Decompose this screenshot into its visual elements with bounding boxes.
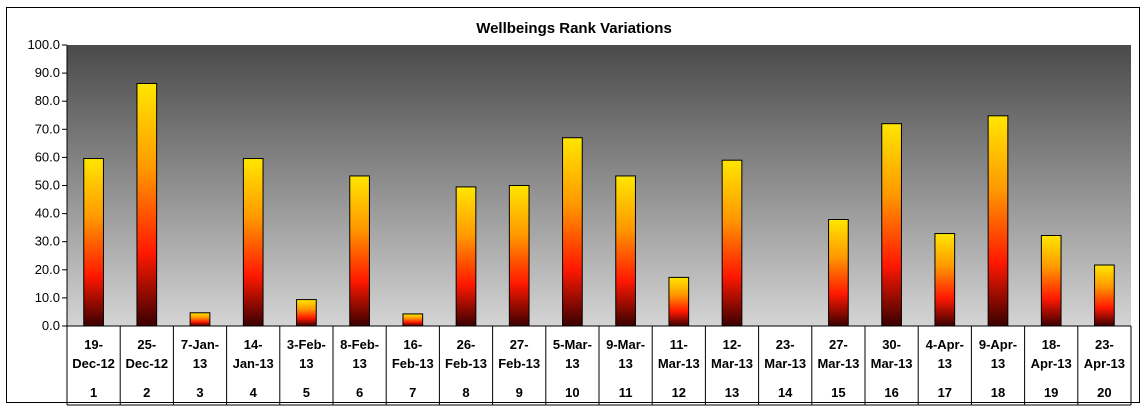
bar	[828, 219, 849, 327]
x-tick-label: Mar-13	[764, 356, 806, 371]
bar	[508, 185, 530, 327]
x-tick-label: 30-	[882, 337, 901, 352]
bar	[349, 175, 370, 327]
y-tick-label: 80.0	[35, 93, 60, 108]
x-index-label: 7	[409, 385, 416, 400]
x-tick-label: Jan-13	[233, 356, 274, 371]
x-index-label: 1	[90, 385, 97, 400]
y-tick-label: 0.0	[42, 318, 60, 333]
bar	[987, 115, 1009, 327]
bar	[296, 299, 317, 327]
x-tick-label: 23-	[776, 337, 795, 352]
x-tick-label: 5-Mar-	[553, 337, 592, 352]
bar	[881, 123, 902, 327]
x-index-label: 15	[831, 385, 845, 400]
x-index-label: 12	[672, 385, 686, 400]
bar	[1094, 264, 1115, 327]
y-tick-label: 20.0	[35, 262, 60, 277]
x-tick-label: 13	[991, 356, 1005, 371]
x-tick-label: Mar-13	[658, 356, 700, 371]
x-index-label: 8	[462, 385, 469, 400]
plot-area	[67, 45, 1131, 326]
x-tick-label: 19-	[84, 337, 103, 352]
x-index-label: 6	[356, 385, 363, 400]
y-tick-label: 60.0	[35, 149, 60, 164]
bar	[189, 312, 211, 327]
x-tick-label: 4-Apr-	[926, 337, 964, 352]
bar	[83, 158, 104, 327]
x-index-label: 14	[778, 385, 793, 400]
x-tick-label: Apr-13	[1031, 356, 1072, 371]
x-tick-label: Feb-13	[445, 356, 487, 371]
x-tick-label: 13	[938, 356, 952, 371]
x-index-label: 16	[884, 385, 898, 400]
x-tick-label: 13	[565, 356, 579, 371]
x-tick-label: Feb-13	[392, 356, 434, 371]
x-tick-label: 14-	[244, 337, 263, 352]
x-index-label: 9	[516, 385, 523, 400]
bar	[455, 186, 477, 327]
y-tick-label: 90.0	[35, 65, 60, 80]
y-tick-label: 100.0	[27, 37, 60, 52]
x-index-label: 5	[303, 385, 310, 400]
x-index-label: 11	[619, 385, 633, 400]
x-tick-label: 26-	[457, 337, 476, 352]
bar	[562, 137, 583, 327]
x-tick-label: Mar-13	[817, 356, 859, 371]
bar	[242, 158, 264, 327]
x-tick-label: 18-	[1042, 337, 1061, 352]
x-tick-label: 13	[299, 356, 313, 371]
x-index-label: 4	[250, 385, 258, 400]
y-tick-label: 30.0	[35, 234, 60, 249]
bar	[721, 159, 743, 327]
bar	[615, 175, 636, 327]
x-index-label: 18	[991, 385, 1005, 400]
y-tick-label: 40.0	[35, 206, 60, 221]
y-tick-label: 70.0	[35, 121, 60, 136]
x-tick-label: Dec-12	[125, 356, 168, 371]
bar	[934, 233, 956, 327]
x-tick-label: 3-Feb-	[287, 337, 326, 352]
x-index-label: 19	[1044, 385, 1058, 400]
x-tick-label: 9-Apr-	[979, 337, 1017, 352]
x-tick-label: Mar-13	[711, 356, 753, 371]
x-tick-label: Dec-12	[72, 356, 115, 371]
x-index-label: 13	[725, 385, 739, 400]
x-tick-label: 9-Mar-	[606, 337, 645, 352]
x-tick-label: Mar-13	[871, 356, 913, 371]
x-tick-label: 11-	[670, 337, 688, 352]
x-tick-label: 25-	[137, 337, 156, 352]
x-index-label: 20	[1097, 385, 1111, 400]
x-tick-label: 23-	[1095, 337, 1114, 352]
bar	[136, 82, 158, 327]
x-index-label: 10	[565, 385, 579, 400]
x-index-label: 3	[196, 385, 203, 400]
x-tick-label: 27-	[829, 337, 848, 352]
x-tick-label: 13	[193, 356, 207, 371]
x-tick-label: 13	[352, 356, 366, 371]
x-tick-label: 8-Feb-	[340, 337, 379, 352]
x-index-label: 17	[938, 385, 952, 400]
chart-title: Wellbeings Rank Variations	[476, 20, 672, 37]
bar	[1040, 235, 1062, 327]
bar	[402, 313, 424, 327]
x-tick-label: 16-	[403, 337, 422, 352]
x-index-label: 2	[143, 385, 150, 400]
x-tick-label: 7-Jan-	[181, 337, 219, 352]
y-tick-label: 50.0	[35, 178, 60, 193]
bar	[668, 276, 690, 327]
x-tick-label: 13	[618, 356, 632, 371]
x-tick-label: Feb-13	[498, 356, 540, 371]
x-tick-label: 12-	[723, 337, 742, 352]
y-tick-label: 10.0	[35, 290, 60, 305]
x-tick-label: Apr-13	[1084, 356, 1125, 371]
x-tick-label: 27-	[510, 337, 529, 352]
